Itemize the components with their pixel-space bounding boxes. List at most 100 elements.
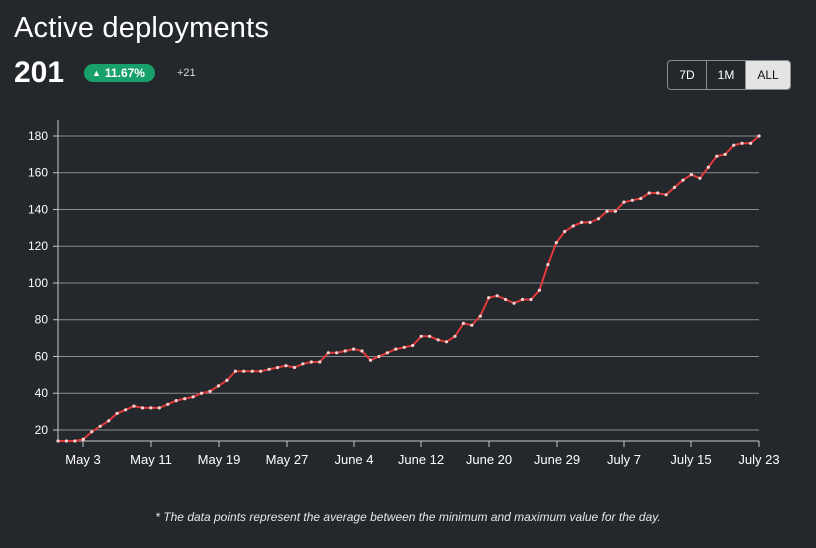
data-point bbox=[647, 191, 651, 195]
data-point bbox=[318, 360, 322, 364]
y-tick-label: 40 bbox=[35, 386, 49, 400]
data-point bbox=[402, 345, 406, 349]
data-point bbox=[284, 364, 288, 368]
data-point bbox=[73, 439, 77, 443]
y-tick-label: 20 bbox=[35, 423, 49, 437]
deployment-count: 201 bbox=[14, 56, 65, 89]
data-point bbox=[124, 408, 128, 412]
data-point bbox=[56, 439, 60, 443]
data-point bbox=[588, 220, 592, 224]
data-point bbox=[98, 424, 102, 428]
range-all-button[interactable]: ALL bbox=[745, 61, 790, 89]
data-point bbox=[512, 301, 516, 305]
data-point bbox=[698, 176, 702, 180]
data-point bbox=[411, 343, 415, 348]
data-point bbox=[191, 395, 195, 399]
data-point bbox=[664, 193, 668, 197]
data-point bbox=[554, 241, 558, 245]
y-tick-label: 100 bbox=[28, 276, 48, 290]
data-point bbox=[723, 152, 727, 156]
data-point bbox=[183, 397, 187, 401]
data-point bbox=[613, 209, 618, 213]
y-tick-label: 80 bbox=[35, 313, 49, 327]
data-point bbox=[377, 354, 381, 359]
data-point bbox=[250, 369, 254, 373]
data-point bbox=[419, 334, 423, 338]
data-point bbox=[453, 334, 457, 338]
data-point bbox=[64, 439, 68, 443]
range-1m-button[interactable]: 1M bbox=[706, 61, 745, 89]
data-point bbox=[470, 323, 474, 327]
data-point bbox=[81, 437, 85, 441]
change-percent-badge: ▲ 11.67% bbox=[84, 64, 155, 82]
data-point bbox=[715, 154, 719, 158]
data-point bbox=[689, 173, 694, 177]
data-point bbox=[360, 349, 364, 353]
x-tick-label: June 4 bbox=[334, 452, 373, 467]
time-range-selector: 7D 1M ALL bbox=[667, 60, 791, 90]
x-tick-label: July 7 bbox=[607, 452, 641, 467]
data-point bbox=[326, 351, 330, 355]
data-point bbox=[580, 220, 584, 224]
data-point bbox=[301, 362, 305, 366]
data-point bbox=[656, 191, 660, 195]
chart-footnote: * The data points represent the average … bbox=[155, 510, 661, 524]
x-tick-label: July 23 bbox=[738, 452, 779, 467]
page-title: Active deployments bbox=[14, 12, 270, 44]
data-point bbox=[242, 369, 246, 373]
data-point bbox=[749, 141, 753, 145]
data-point bbox=[385, 351, 389, 355]
data-point bbox=[681, 178, 685, 182]
data-point bbox=[149, 406, 153, 410]
data-point bbox=[622, 200, 626, 204]
data-point bbox=[563, 229, 567, 234]
data-point bbox=[495, 294, 499, 298]
data-point bbox=[200, 391, 204, 395]
data-point bbox=[394, 347, 398, 351]
data-point bbox=[157, 406, 161, 410]
y-tick-label: 180 bbox=[28, 129, 48, 143]
data-point bbox=[546, 263, 550, 267]
data-point bbox=[757, 134, 761, 138]
data-point bbox=[90, 430, 94, 434]
data-point bbox=[208, 389, 212, 393]
data-point bbox=[267, 367, 271, 371]
data-point bbox=[571, 224, 575, 228]
data-point bbox=[740, 141, 744, 145]
data-point bbox=[529, 297, 533, 302]
data-point bbox=[444, 340, 449, 344]
arrow-up-icon: ▲ bbox=[92, 68, 101, 78]
x-tick-label: May 3 bbox=[65, 452, 100, 467]
x-tick-label: May 27 bbox=[266, 452, 309, 467]
deployments-line-chart: 20 40 60 80 100 120 140 160 180 May 3 May 11 May 19… bbox=[28, 120, 780, 467]
data-point bbox=[343, 349, 347, 353]
data-point bbox=[605, 209, 609, 213]
data-point bbox=[706, 165, 710, 169]
data-point bbox=[368, 358, 373, 362]
data-point bbox=[259, 369, 263, 373]
data-point bbox=[225, 378, 229, 382]
x-tick-label: May 11 bbox=[130, 452, 172, 467]
change-percent-value: 11.67% bbox=[104, 66, 145, 80]
data-point bbox=[115, 411, 119, 415]
data-point bbox=[596, 217, 601, 221]
data-point bbox=[639, 196, 643, 201]
data-point bbox=[292, 365, 297, 370]
data-point bbox=[436, 338, 440, 342]
data-point bbox=[537, 288, 542, 292]
data-point bbox=[216, 384, 221, 388]
x-tick-label: May 19 bbox=[198, 452, 241, 467]
x-tick-label: June 12 bbox=[398, 452, 444, 467]
y-tick-label: 60 bbox=[35, 349, 49, 363]
x-tick-label: June 20 bbox=[466, 452, 512, 467]
data-point bbox=[487, 296, 491, 300]
data-point bbox=[132, 404, 136, 408]
data-point bbox=[233, 369, 237, 373]
data-point bbox=[428, 334, 432, 338]
range-7d-button[interactable]: 7D bbox=[679, 68, 695, 82]
data-point bbox=[672, 185, 677, 189]
series-line bbox=[58, 135, 760, 442]
data-point bbox=[352, 347, 356, 351]
data-point bbox=[166, 402, 170, 406]
data-point bbox=[309, 360, 313, 364]
